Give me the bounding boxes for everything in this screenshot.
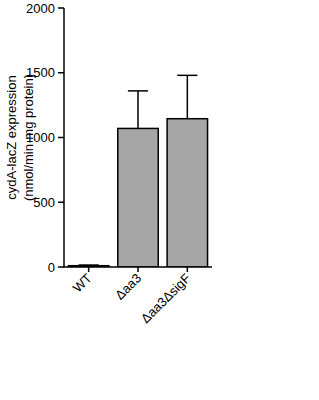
y-tick: [58, 266, 64, 268]
error-cap: [177, 75, 197, 77]
error-stem: [187, 75, 189, 118]
x-tick: [88, 267, 90, 272]
x-tick-label: Δaa3: [112, 271, 144, 303]
plot-marks: [68, 75, 207, 267]
y-axis: [63, 8, 65, 267]
y-tick: [58, 202, 64, 204]
error-bar: [79, 265, 99, 267]
y-axis-label: (nmol/min·mg protein): [21, 74, 36, 201]
y-tick: [58, 72, 64, 74]
bar: [118, 128, 158, 267]
error-cap: [79, 264, 99, 266]
x-tick-label: Δaa3ΔsigF: [138, 270, 194, 326]
y-tick: [58, 137, 64, 139]
x-tick: [187, 267, 189, 272]
y-axis-label: cydA-lacZ expression: [4, 75, 19, 199]
y-tick: [58, 7, 64, 9]
x-tick: [137, 267, 139, 272]
chart-container: 0500100015002000WTΔaa3Δaa3ΔsigFcydA-lacZ…: [0, 0, 319, 400]
x-tick-label: WT: [70, 270, 95, 295]
bar: [167, 119, 207, 267]
error-bar: [177, 75, 197, 118]
error-stem: [137, 91, 139, 129]
y-tick-label: 500: [33, 195, 55, 210]
error-cap: [128, 90, 148, 92]
chart-svg: 0500100015002000WTΔaa3Δaa3ΔsigFcydA-lacZ…: [0, 0, 319, 400]
y-tick-label: 2000: [26, 1, 55, 16]
error-bar: [128, 91, 148, 129]
y-tick-label: 0: [48, 260, 55, 275]
